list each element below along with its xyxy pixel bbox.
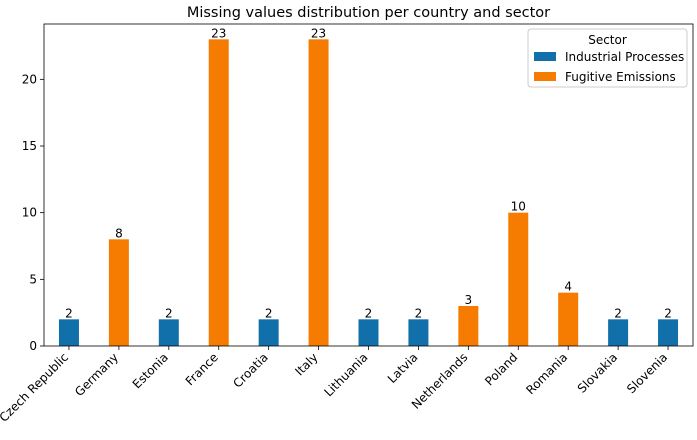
bar-lithuania-industrial-processes [358,319,379,346]
x-tick-label: Lithuania [321,350,370,399]
bar-latvia-industrial-processes [408,319,429,346]
x-tick-label: Croatia [230,350,270,390]
y-tick-label: 10 [22,206,37,220]
x-tick-label: Romania [523,350,570,397]
legend-swatch [534,72,556,81]
bar-value-label: 23 [311,26,326,40]
x-tick-label: Poland [482,350,520,388]
legend: Sector Industrial Processes Fugitive Emiss… [527,28,688,88]
bar-value-label: 2 [664,306,672,320]
bar-value-label: 23 [211,26,226,40]
legend-box [527,28,688,88]
y-tick-label: 0 [29,339,37,353]
bar-value-label: 4 [564,280,572,294]
bar-netherlands-fugitive-emissions [458,306,479,346]
bar-value-label: 2 [614,306,622,320]
x-tick-label: Estonia [130,350,171,391]
bar-romania-fugitive-emissions [558,292,579,346]
bar-croatia-industrial-processes [258,319,279,346]
bar-poland-fugitive-emissions [508,212,529,346]
x-tick-label: France [183,350,221,388]
bar-value-label: 2 [165,306,173,320]
x-tick-label: Italy [292,350,320,378]
chart-title: Missing values distribution per country … [187,5,550,21]
bar-slovakia-industrial-processes [608,319,629,346]
bar-value-label: 2 [265,306,273,320]
legend-swatch [534,52,556,61]
bar-value-label: 2 [415,306,423,320]
bar-slovenia-industrial-processes [658,319,679,346]
y-tick-label: 15 [22,139,37,153]
x-tick-label: Slovenia [624,350,670,396]
legend-title: Sector [588,33,627,47]
bar-labels-group: 2 2 2 2 2 2 2 8 23 23 3 10 4 [65,26,672,320]
x-tick-label: Latvia [385,350,421,386]
bar-estonia-industrial-processes [158,319,179,346]
bar-italy-fugitive-emissions [308,39,329,346]
y-tick-label: 5 [29,272,37,286]
bar-france-fugitive-emissions [208,39,229,346]
bar-germany-fugitive-emissions [108,239,129,346]
bar-value-label: 10 [511,200,526,214]
legend-entry-label: Industrial Processes [565,50,684,64]
x-tick-label: Czech Republic [0,350,71,425]
bars-group [58,39,679,346]
bar-value-label: 8 [115,226,123,240]
y-tick-label: 20 [22,72,37,86]
legend-entry-label: Fugitive Emissions [565,70,676,84]
x-tick-label: Slovakia [575,350,621,396]
bar-czech-republic-industrial-processes [58,319,79,346]
bar-value-label: 2 [365,306,373,320]
bar-value-label: 2 [65,306,73,320]
x-tick-label: Germany [72,350,121,399]
bar-value-label: 3 [465,293,473,307]
